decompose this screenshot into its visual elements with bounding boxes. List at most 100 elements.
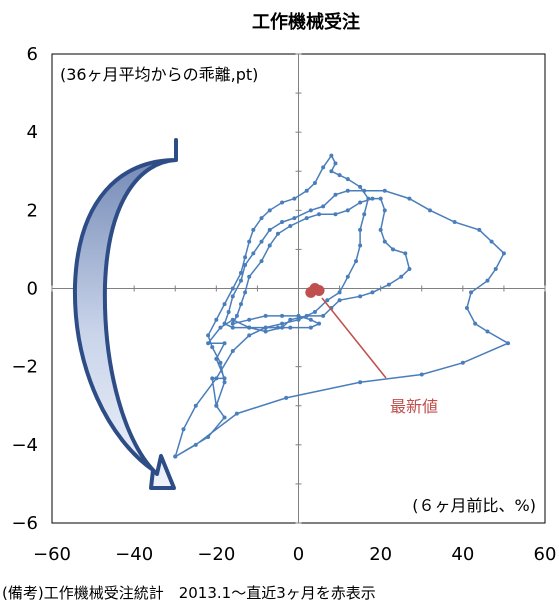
data-point: [485, 278, 490, 283]
data-point: [218, 360, 223, 365]
data-point: [230, 317, 235, 322]
y-tick-label: −4: [11, 435, 38, 456]
x-axis-label: (６ヶ月前比、%): [412, 496, 536, 515]
data-point: [354, 259, 359, 264]
y-tick-label: 4: [27, 122, 38, 143]
data-point: [382, 188, 387, 193]
data-point: [304, 216, 309, 221]
data-point: [321, 313, 326, 318]
x-tick-label: 60: [534, 544, 557, 565]
data-point: [230, 321, 235, 326]
data-point: [358, 184, 363, 189]
x-tick-label: −20: [197, 544, 235, 565]
data-point: [226, 309, 231, 314]
data-point: [234, 313, 239, 318]
data-point: [222, 376, 227, 381]
data-point: [473, 321, 478, 326]
data-point: [296, 313, 301, 318]
data-point: [181, 427, 186, 432]
data-point: [321, 165, 326, 170]
data-point: [280, 220, 285, 225]
data-point: [296, 317, 301, 322]
data-point: [333, 161, 338, 166]
data-point: [218, 325, 223, 330]
data-point: [460, 360, 465, 365]
data-point: [321, 204, 326, 209]
data-point: [210, 345, 215, 350]
data-point: [419, 372, 424, 377]
data-point: [280, 313, 285, 318]
data-point: [284, 395, 289, 400]
x-tick-label: 20: [369, 544, 392, 565]
data-point: [329, 153, 334, 158]
data-point: [214, 403, 219, 408]
data-point: [206, 333, 211, 338]
data-point: [345, 274, 350, 279]
data-point: [407, 196, 412, 201]
data-point: [280, 200, 285, 205]
y-tick-label: 6: [27, 44, 38, 65]
data-point: [247, 239, 252, 244]
source-note: (備考)工作機械受注統計 2013.1〜直近3ヶ月を赤表示: [2, 584, 376, 602]
data-point: [247, 317, 252, 322]
data-point: [358, 380, 363, 385]
data-point: [230, 325, 235, 330]
series-marks: [173, 153, 511, 459]
data-point: [247, 333, 252, 338]
data-point: [382, 208, 387, 213]
x-tick-label: −60: [33, 544, 71, 565]
data-point: [222, 415, 227, 420]
data-point: [280, 325, 285, 330]
data-point: [230, 286, 235, 291]
data-point: [230, 294, 235, 299]
data-point: [403, 251, 408, 256]
data-point: [263, 329, 268, 334]
annotation-leader-line: [321, 297, 387, 379]
data-point: [407, 266, 412, 271]
data-point: [292, 216, 297, 221]
data-point: [337, 298, 342, 303]
data-point: [263, 325, 268, 330]
data-point: [292, 196, 297, 201]
data-point: [345, 208, 350, 213]
data-point: [345, 188, 350, 193]
data-point: [382, 239, 387, 244]
data-point: [358, 227, 363, 232]
data-point: [370, 196, 375, 201]
data-point: [378, 227, 383, 232]
data-point: [485, 329, 490, 334]
data-point: [370, 290, 375, 295]
y-tick-label: −2: [11, 357, 38, 378]
data-point: [317, 212, 322, 217]
data-point: [386, 282, 391, 287]
data-point: [288, 325, 293, 330]
data-point: [501, 251, 506, 256]
data-point: [267, 208, 272, 213]
data-point: [238, 270, 243, 275]
data-point: [243, 290, 248, 295]
data-point: [210, 376, 215, 381]
y-tick-label: 2: [27, 200, 38, 221]
data-point: [234, 411, 239, 416]
data-point: [288, 223, 293, 228]
data-point: [333, 192, 338, 197]
data-point: [238, 278, 243, 283]
data-point: [259, 239, 264, 244]
y-axis-label: (36ヶ月平均からの乖離,pt): [60, 65, 258, 84]
data-point: [489, 239, 494, 244]
data-point: [222, 302, 227, 307]
x-tick-label: −40: [115, 544, 153, 565]
data-point: [506, 341, 511, 346]
latest-data-point: [309, 283, 321, 294]
data-point: [399, 274, 404, 279]
data-point: [206, 341, 211, 346]
data-point: [251, 227, 256, 232]
data-point: [247, 325, 252, 330]
data-point: [275, 325, 280, 330]
data-point: [464, 306, 469, 311]
counterclockwise-arrow-icon: [72, 138, 178, 490]
latest-value-annotation: 最新値: [390, 397, 438, 416]
data-point: [304, 313, 309, 318]
